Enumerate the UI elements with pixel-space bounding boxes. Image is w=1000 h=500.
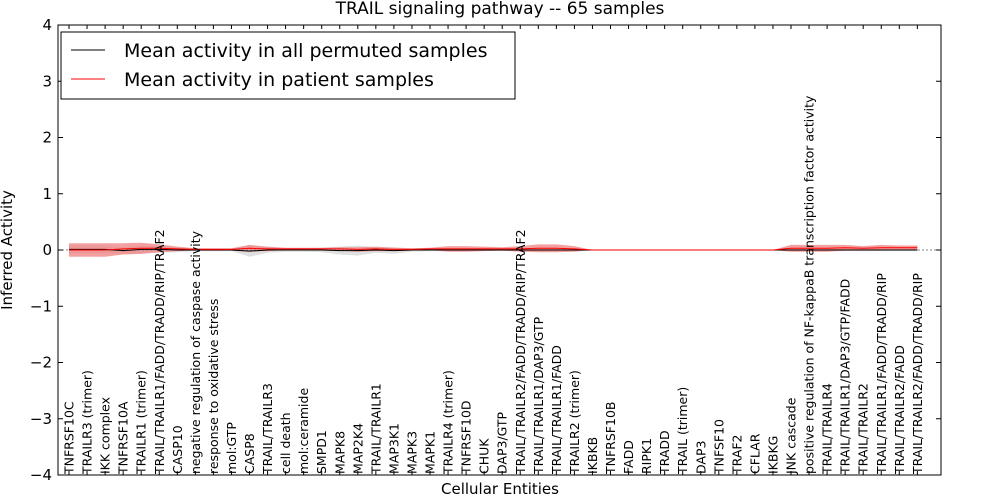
x-tick-label-43: TRAIL/TRAILR1/DAP3/GTP/FADD [838, 279, 853, 475]
y-axis-label: Inferred Activity [0, 190, 16, 310]
x-tick-label-15: MAPK8 [332, 431, 347, 474]
legend-label-permuted: Mean activity in all permuted samples [124, 40, 487, 62]
x-tick-label-35: DAP3 [693, 441, 708, 474]
x-tick-label-45: TRAIL/TRAILR1/FADD/TRADD/RIP [874, 273, 889, 475]
x-tick-label-30: TNFRSF10B [603, 402, 618, 475]
x-tick-label-19: MAPK3 [404, 431, 419, 474]
x-tick-label-36: TNFSF10 [711, 419, 726, 475]
x-tick-label-0: TNFRSF10C [62, 401, 77, 475]
x-tick-label-3: TNFRSF10A [116, 401, 131, 475]
x-tick-label-33: TRADD [657, 430, 672, 475]
y-axis-ticks: −4 −3 −2 −1 0 1 2 3 4 [30, 16, 941, 484]
x-tick-label-2: IKK complex [98, 397, 113, 474]
x-tick-label-42: TRAIL/TRAILR4 [820, 383, 835, 475]
legend-box [60, 31, 516, 100]
x-tick-label-37: TRAF2 [729, 434, 744, 475]
legend-label-patient: Mean activity in patient samples [124, 69, 434, 91]
x-tick-label-14: SMPD1 [314, 430, 329, 474]
x-tick-label-38: CFLAR [747, 433, 762, 474]
y-tick-label-7: 3 [42, 72, 52, 90]
x-tick-label-5: TRAIL/TRAILR1/FADD/TRADD/RIP/TRAF2 [152, 229, 167, 475]
x-tick-label-34: TRAIL (trimer) [675, 387, 690, 475]
y-tick-label-5: 1 [42, 185, 52, 203]
x-tick-label-20: MAPK1 [423, 431, 438, 474]
chart-title: TRAIL signaling pathway -- 65 samples [335, 0, 665, 19]
y-tick-label-0: −4 [30, 466, 52, 484]
x-tick-label-46: TRAIL/TRAILR2/FADD [892, 345, 907, 475]
x-tick-label-28: TRAILR2 (trimer) [567, 370, 582, 475]
series-lines [69, 247, 918, 252]
y-tick-label-4: 0 [42, 241, 52, 259]
x-tick-label-18: MAP3K1 [386, 423, 401, 474]
y-tick-label-3: −1 [30, 297, 52, 315]
x-tick-label-39: IKBKG [766, 436, 781, 474]
plot-frame [57, 24, 942, 476]
legend: Mean activity in all permuted samples Me… [60, 31, 516, 100]
x-tick-label-44: TRAIL/TRAILR2 [856, 383, 871, 475]
x-tick-label-21: TRAILR4 (trimer) [441, 370, 456, 475]
x-tick-label-12: cell death [278, 412, 293, 474]
x-tick-label-27: TRAIL/TRAILR1/FADD [549, 345, 564, 475]
x-tick-label-24: DAP3/GTP [495, 411, 510, 474]
x-tick-label-4: TRAILR1 (trimer) [134, 370, 149, 475]
x-tick-label-10: CASP8 [242, 433, 257, 474]
x-tick-label-47: TRAIL/TRAILR2/FADD/TRADD/RIP [910, 273, 925, 475]
x-tick-label-41: positive regulation of NF-kappaB transcr… [802, 95, 817, 474]
x-tick-label-25: TRAIL/TRAILR2/FADD/TRADD/RIP/TRAF2 [513, 229, 528, 475]
y-tick-label-1: −3 [30, 410, 52, 428]
x-tick-label-23: CHUK [477, 438, 492, 474]
x-tick-label-13: mol:ceramide [296, 388, 311, 474]
x-tick-label-16: MAP2K4 [350, 423, 365, 474]
x-tick-label-32: RIPK1 [639, 438, 654, 474]
y-tick-label-6: 2 [42, 129, 52, 147]
x-tick-labels: TNFRSF10C TRAILR3 (trimer) IKK complex TNFR… [62, 25, 925, 475]
x-tick-label-1: TRAILR3 (trimer) [80, 370, 95, 475]
x-tick-label-40: JNK cascade [784, 397, 799, 475]
y-tick-label-8: 4 [42, 16, 52, 34]
x-tick-label-29: IKBKB [585, 437, 600, 474]
y-tick-label-2: −2 [30, 354, 52, 372]
x-axis-label: Cellular Entities [441, 480, 559, 498]
x-tick-label-7: negative regulation of caspase activity [188, 230, 203, 474]
x-tick-label-17: TRAIL/TRAILR1 [368, 383, 383, 475]
x-tick-label-9: mol:GTP [224, 422, 239, 474]
x-tick-label-31: FADD [621, 440, 636, 474]
x-tick-label-6: CASP10 [170, 425, 185, 474]
x-tick-label-11: TRAIL/TRAILR3 [260, 383, 275, 475]
line-series-1 [69, 247, 918, 251]
x-tick-label-8: response to oxidative stress [206, 299, 221, 474]
x-tick-label-26: TRAIL/TRAILR1/DAP3/GTP [531, 316, 546, 475]
x-tick-label-22: TNFRSF10D [459, 400, 474, 475]
